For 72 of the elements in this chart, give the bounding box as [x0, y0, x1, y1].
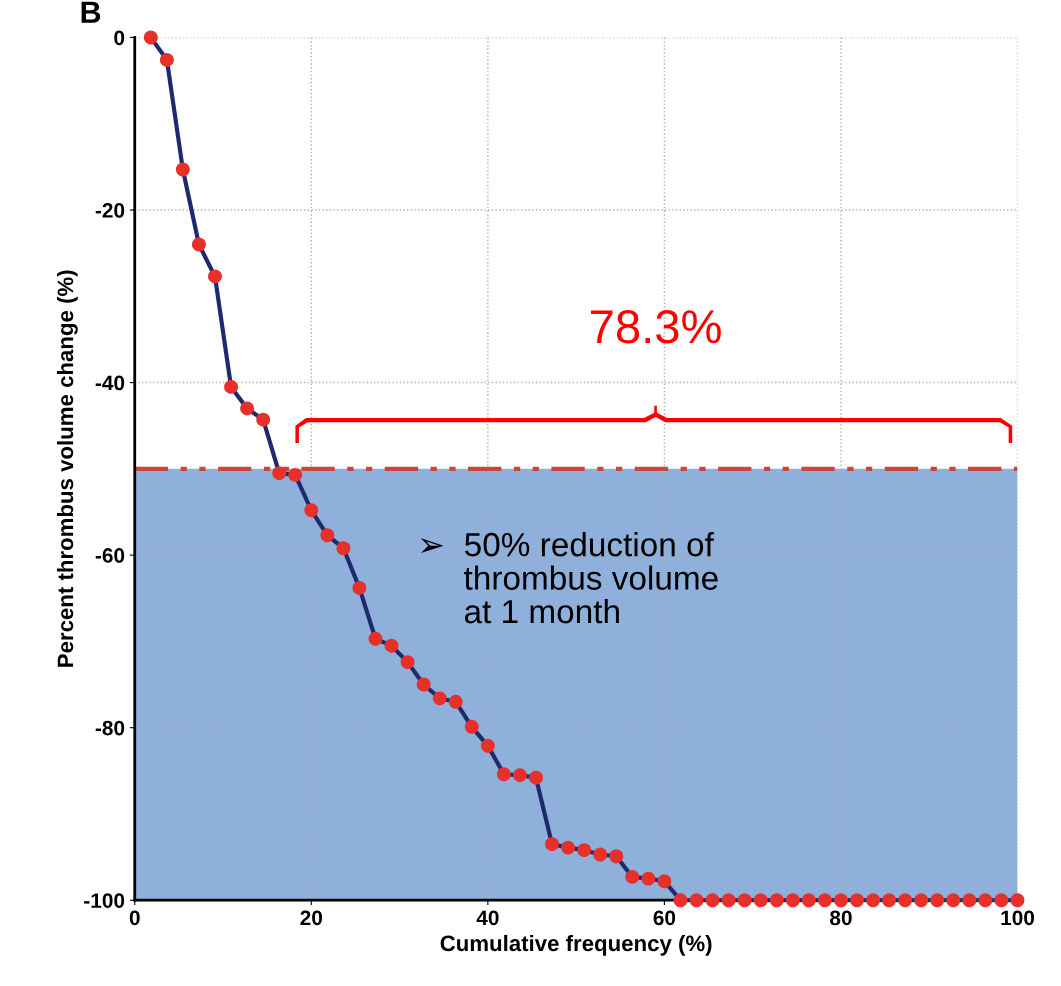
point: [1010, 893, 1025, 908]
point: [641, 871, 656, 886]
point: [577, 843, 592, 858]
point: [689, 893, 704, 908]
point: [529, 770, 543, 785]
x-tick-label: 80: [830, 910, 852, 926]
point: [625, 869, 640, 884]
point: [384, 638, 399, 653]
point: [480, 738, 495, 753]
y-tick-label: -80: [95, 720, 125, 736]
x-tick-label: 20: [300, 910, 323, 926]
point: [432, 691, 447, 706]
point: [513, 768, 527, 783]
point: [448, 694, 463, 709]
x-axis-title: Cumulative frequency (%): [440, 934, 712, 956]
point: [609, 849, 624, 864]
x-tick-label: 0: [129, 910, 140, 926]
point: [785, 893, 800, 908]
point: [256, 412, 271, 427]
point: [288, 467, 303, 482]
point: [159, 52, 174, 67]
point: [705, 893, 720, 908]
point: [834, 893, 848, 908]
point: [240, 401, 255, 416]
point: [914, 893, 929, 908]
point: [208, 269, 222, 284]
y-axis-title: Percent thrombus volume change (%): [56, 270, 78, 667]
point: [593, 847, 608, 862]
point: [224, 379, 238, 394]
point: [753, 893, 768, 908]
point: [175, 162, 190, 177]
point: [721, 893, 736, 908]
point: [657, 874, 672, 889]
point: [320, 528, 335, 543]
point: [817, 893, 832, 908]
point: [978, 893, 993, 908]
point: [191, 237, 206, 252]
point: [352, 580, 367, 595]
point: [769, 893, 784, 908]
point: [801, 893, 816, 908]
point: [866, 893, 881, 908]
point: [336, 541, 351, 556]
y-tick-label: 0: [114, 30, 125, 46]
y-tick-label: -60: [95, 548, 125, 563]
x-tick-label: 40: [476, 910, 499, 926]
point: [994, 893, 1009, 908]
point: [464, 719, 479, 734]
y-tick-label: -40: [95, 375, 125, 391]
point: [850, 893, 864, 908]
point: [496, 767, 511, 782]
annotation: ➢ 50% reduction of thrombus volume at 1 month: [420, 531, 718, 624]
point: [545, 837, 559, 852]
point: [737, 893, 752, 908]
point: [272, 466, 287, 481]
point: [368, 631, 383, 646]
text: B: [81, 1, 101, 23]
x-tick-label: 60: [653, 910, 676, 926]
point: [304, 503, 319, 518]
point: [930, 893, 945, 908]
point: [416, 677, 431, 692]
annotation: 78.3%: [591, 310, 721, 344]
y-tick-label: -100: [84, 893, 125, 908]
x-tick-label: 100: [1001, 910, 1035, 926]
point: [898, 893, 913, 908]
point: [143, 30, 158, 45]
point: [882, 893, 896, 908]
point: [946, 893, 961, 908]
point: [962, 893, 977, 908]
y-tick-label: -20: [95, 203, 125, 218]
point: [561, 840, 576, 855]
point: [673, 893, 688, 908]
point: [400, 655, 415, 670]
